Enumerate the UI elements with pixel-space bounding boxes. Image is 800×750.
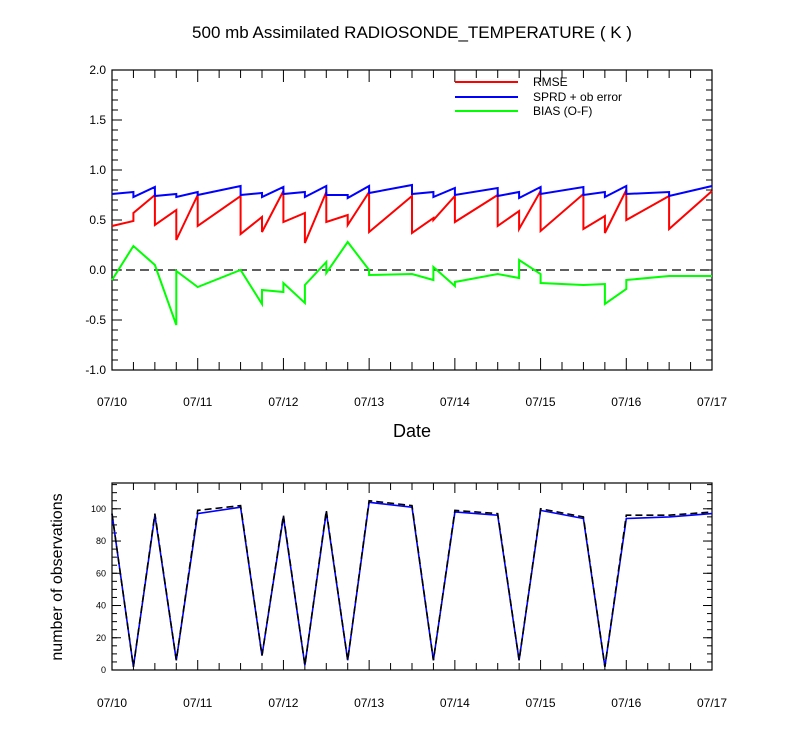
- bottom-plot: 07/10 07/11 07/12 07/13 07/14 07/15 07/16 07/17…: [91, 482, 727, 710]
- x-tick-label: 07/12: [268, 395, 298, 409]
- y-tick-label: 0.5: [89, 213, 106, 227]
- x-tick-label: 07/15: [526, 696, 556, 710]
- x-tick-label: 07/10: [97, 395, 127, 409]
- y-tick-label: 0.0: [89, 263, 106, 277]
- legend-label-bias: BIAS (O-F): [533, 104, 592, 118]
- legend-label-sprd: SPRD + ob error: [533, 90, 622, 104]
- x-tick-label: 07/15: [526, 395, 556, 409]
- legend: RMSE SPRD + ob error BIAS (O-F): [455, 75, 622, 118]
- x-tick-label: 07/12: [268, 696, 298, 710]
- y-axis-label-observations: number of observations: [49, 493, 66, 660]
- series-line-bias-o-f: [111, 240, 712, 326]
- series-line-sprd-ob-error: [111, 183, 713, 200]
- y-tick-label: 1.5: [89, 113, 106, 127]
- x-tick-label: 07/14: [440, 696, 470, 710]
- series-line-observations-total: [111, 499, 713, 667]
- legend-label-rmse: RMSE: [533, 75, 568, 89]
- x-tick-label: 07/11: [183, 696, 212, 710]
- x-tick-label: 07/10: [97, 696, 127, 710]
- x-tick-label: 07/13: [354, 395, 384, 409]
- y-tick-label: -1.0: [85, 363, 106, 377]
- x-tick-label: 07/16: [611, 395, 641, 409]
- y-tick-label: 100: [91, 504, 106, 514]
- x-tick-label: 07/14: [440, 395, 470, 409]
- top-plot: 07/10 07/11 07/12 07/13 07/14 07/15 07/16 07/17…: [85, 63, 727, 409]
- x-tick-label: 07/17: [697, 395, 727, 409]
- x-tick-label: 07/11: [183, 395, 212, 409]
- y-tick-label: 20: [96, 633, 106, 643]
- y-tick-label: 1.0: [89, 163, 106, 177]
- y-tick-label: 80: [96, 536, 106, 546]
- x-tick-label: 07/13: [354, 696, 384, 710]
- x-tick-label: 07/16: [611, 696, 641, 710]
- series-line-rmse: [111, 187, 713, 244]
- y-tick-label: -0.5: [85, 313, 106, 327]
- y-tick-label: 2.0: [89, 63, 106, 77]
- x-axis-label: Date: [393, 421, 431, 441]
- chart-title: 500 mb Assimilated RADIOSONDE_TEMPERATUR…: [192, 23, 632, 42]
- y-tick-label: 60: [96, 568, 106, 578]
- y-tick-label: 0: [101, 665, 106, 675]
- x-tick-label: 07/17: [697, 696, 727, 710]
- y-tick-label: 40: [96, 601, 106, 611]
- series-line-observations-assimilated: [111, 501, 713, 667]
